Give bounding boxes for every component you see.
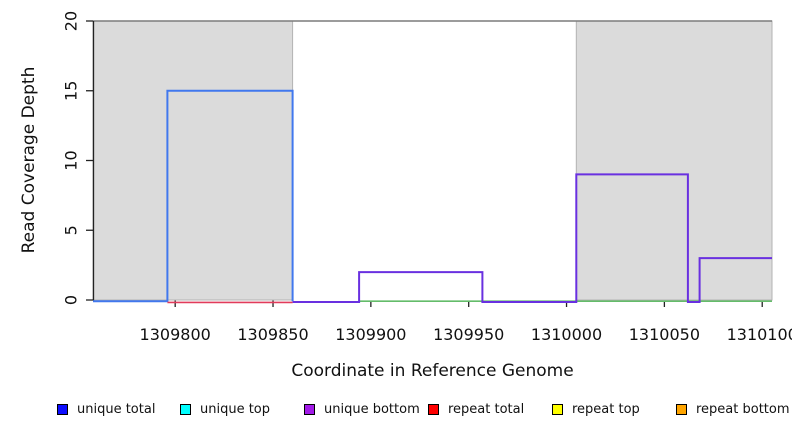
repeat-region (575, 20, 773, 301)
y-tick-label: 20 (62, 11, 81, 31)
x-tick-label: 1309800 (140, 325, 211, 344)
y-tick-label: 15 (62, 81, 81, 101)
x-tick-label: 1310050 (629, 325, 700, 344)
x-axis-title: Coordinate in Reference Genome (291, 361, 574, 381)
y-tick-label: 5 (62, 225, 81, 235)
x-tick-label: 1309950 (433, 325, 504, 344)
y-tick-label: 0 (62, 295, 81, 305)
series-unique-bottom (292, 173, 772, 303)
y-axis-title: Read Coverage Depth (19, 66, 39, 254)
y-tick-label: 10 (62, 150, 81, 170)
x-tick-label: 1309850 (237, 325, 308, 344)
x-tick-label: 1310100 (727, 325, 792, 344)
x-tick-label: 1309900 (335, 325, 406, 344)
repeat-region (92, 20, 294, 301)
x-tick-label: 1310000 (531, 325, 602, 344)
series-unique-total (93, 89, 294, 303)
